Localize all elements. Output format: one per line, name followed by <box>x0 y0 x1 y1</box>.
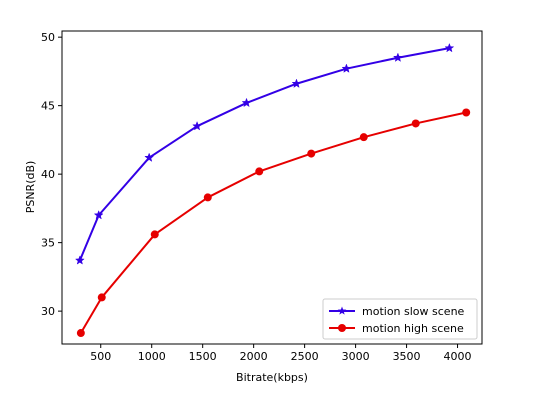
data-point-motion-slow-scene <box>74 255 85 265</box>
data-point-motion-slow-scene <box>291 78 302 88</box>
x-axis-ticks: 500 1000 1500 2000 2500 3000 3500 4000 <box>90 344 472 363</box>
data-point-motion-slow-scene <box>444 42 455 53</box>
data-point-motion-slow-scene <box>241 97 252 108</box>
plot-area <box>74 42 471 338</box>
legend-marker-circle <box>338 324 346 332</box>
data-point-motion-high-scene <box>307 149 316 158</box>
y-axis-label: PSNR(dB) <box>24 161 37 214</box>
legend: motion slow scene motion high scene <box>322 298 478 340</box>
series-line-motion-slow-scene <box>78 47 450 261</box>
data-point-motion-high-scene <box>359 133 368 142</box>
data-point-motion-slow-scene <box>192 120 203 131</box>
x-tick-label: 2000 <box>240 350 268 363</box>
x-tick-label: 4000 <box>444 350 472 363</box>
data-point-motion-high-scene <box>150 230 159 239</box>
data-point-motion-high-scene <box>76 329 85 338</box>
data-point-motion-slow-scene <box>93 210 104 220</box>
y-tick-label: 30 <box>41 305 55 318</box>
y-tick-label: 50 <box>41 31 55 44</box>
data-point-motion-high-scene <box>97 293 106 302</box>
y-tick-label: 35 <box>41 237 55 250</box>
x-tick-label: 3500 <box>393 350 421 363</box>
x-tick-label: 3000 <box>342 350 370 363</box>
data-point-motion-slow-scene <box>341 63 352 73</box>
data-point-motion-slow-scene <box>144 152 155 162</box>
plot-frame <box>61 30 483 345</box>
y-axis-ticks: 30 35 40 45 50 <box>41 31 62 318</box>
y-tick-label: 40 <box>41 168 55 181</box>
legend-label-motion-high-scene: motion high scene <box>362 322 464 335</box>
data-point-motion-high-scene <box>255 167 264 176</box>
x-tick-label: 2500 <box>291 350 319 363</box>
data-point-motion-slow-scene <box>392 52 403 62</box>
legend-box <box>322 298 478 340</box>
x-tick-label: 1500 <box>189 350 217 363</box>
x-axis-label: Bitrate(kbps) <box>236 371 308 384</box>
legend-label-motion-slow-scene: motion slow scene <box>362 305 465 318</box>
x-tick-label: 500 <box>90 350 111 363</box>
x-tick-label: 1000 <box>138 350 166 363</box>
data-point-motion-high-scene <box>203 193 212 202</box>
data-point-motion-high-scene <box>411 119 420 128</box>
data-point-motion-high-scene <box>462 108 471 117</box>
legend-marker-star <box>337 306 347 315</box>
y-tick-label: 45 <box>41 100 55 113</box>
